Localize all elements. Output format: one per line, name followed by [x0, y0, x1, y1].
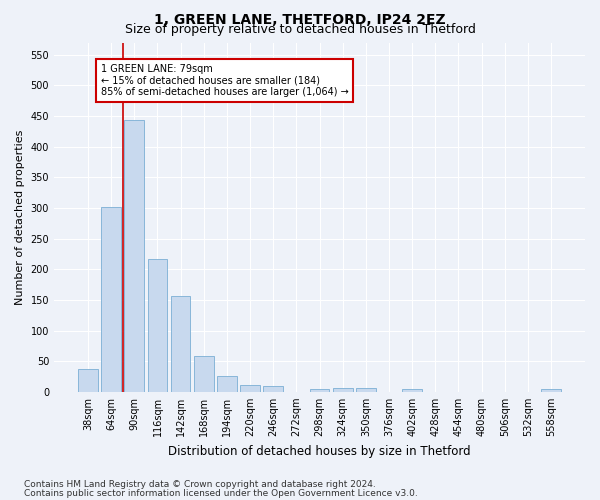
Bar	[356, 388, 376, 392]
Bar	[148, 259, 167, 392]
Text: 1 GREEN LANE: 79sqm
← 15% of detached houses are smaller (184)
85% of semi-detac: 1 GREEN LANE: 79sqm ← 15% of detached ho…	[101, 64, 349, 97]
Bar	[240, 385, 260, 392]
Bar	[194, 356, 214, 392]
Bar	[310, 390, 329, 392]
Bar	[402, 390, 422, 392]
Bar	[101, 206, 121, 392]
Bar	[263, 386, 283, 392]
Bar	[541, 388, 561, 392]
Text: Contains HM Land Registry data © Crown copyright and database right 2024.: Contains HM Land Registry data © Crown c…	[24, 480, 376, 489]
Text: Contains public sector information licensed under the Open Government Licence v3: Contains public sector information licen…	[24, 488, 418, 498]
Text: Size of property relative to detached houses in Thetford: Size of property relative to detached ho…	[125, 22, 475, 36]
Bar	[171, 296, 190, 392]
Bar	[78, 369, 98, 392]
Bar	[124, 120, 144, 392]
Y-axis label: Number of detached properties: Number of detached properties	[15, 130, 25, 305]
X-axis label: Distribution of detached houses by size in Thetford: Distribution of detached houses by size …	[168, 444, 471, 458]
Bar	[333, 388, 353, 392]
Bar	[217, 376, 237, 392]
Text: 1, GREEN LANE, THETFORD, IP24 2EZ: 1, GREEN LANE, THETFORD, IP24 2EZ	[154, 12, 446, 26]
